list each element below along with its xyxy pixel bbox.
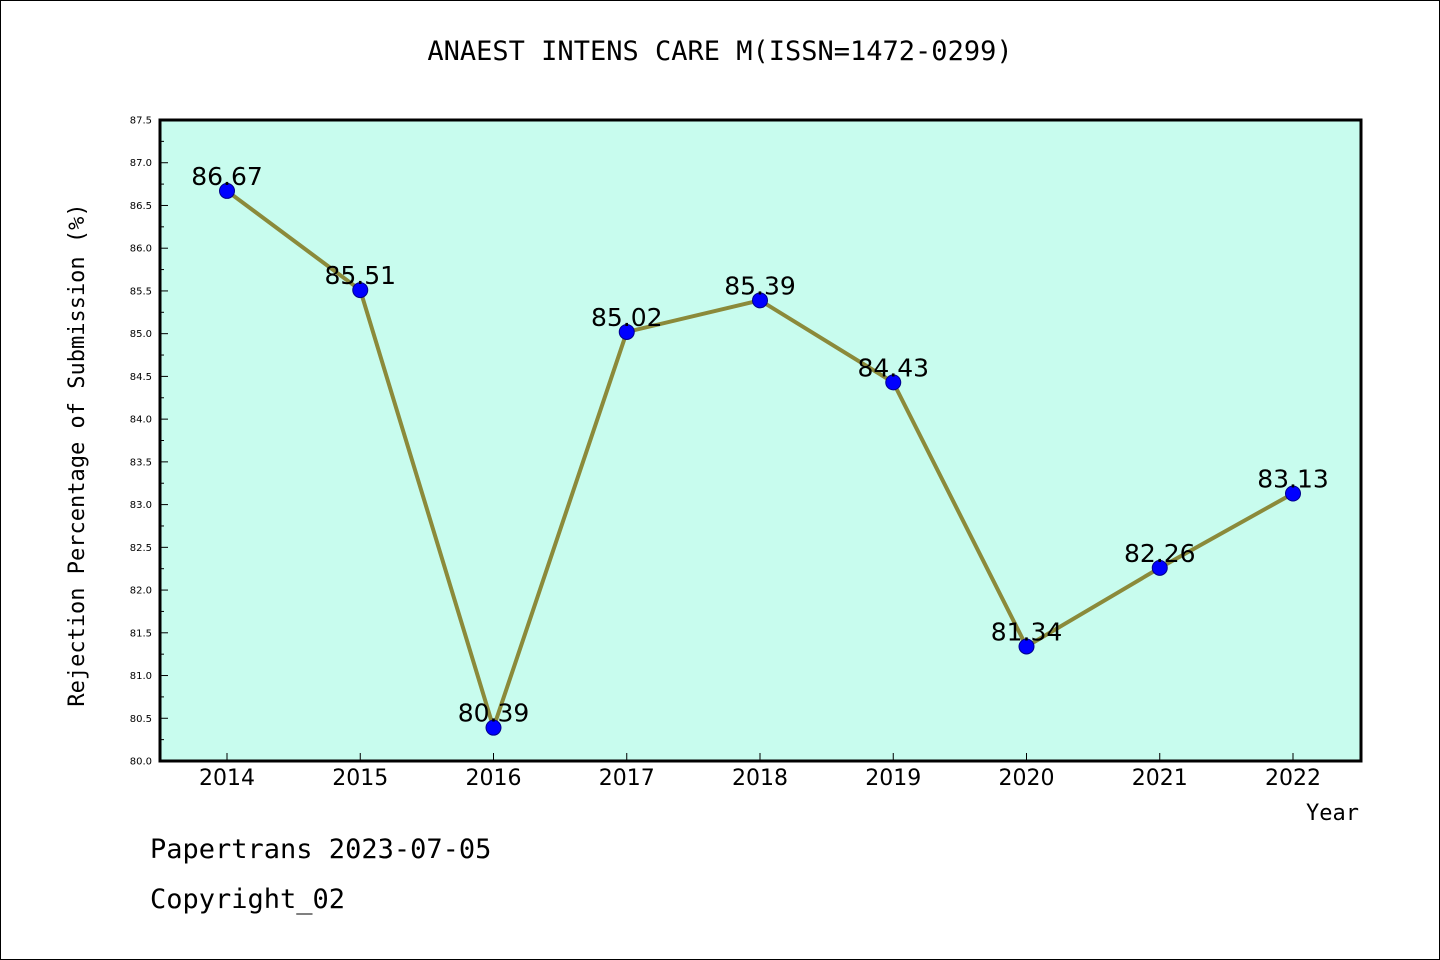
y-tick-label: 85.5	[130, 286, 152, 297]
y-tick-label: 84.5	[130, 372, 152, 383]
y-tick-label: 82.5	[130, 543, 152, 554]
chart-title: ANAEST INTENS CARE M(ISSN=1472-0299)	[427, 36, 1013, 67]
data-label: 82.26	[1124, 539, 1196, 568]
footer-date: Papertrans 2023-07-05	[150, 834, 492, 865]
data-point	[485, 719, 502, 736]
data-label: 85.39	[724, 271, 796, 300]
y-tick-label: 85.0	[130, 329, 152, 340]
data-point	[219, 182, 235, 199]
data-point	[1285, 485, 1301, 502]
y-tick-label: 83.5	[130, 457, 152, 468]
y-axis: 80.0 80.5 81.0 81.5 82.0 82.5 83.0 83.5 84.0 84.5…	[130, 116, 168, 768]
y-tick-label: 80.5	[130, 714, 152, 725]
x-tick-label: 2015	[332, 766, 388, 791]
x-tick-label: 2021	[1132, 766, 1188, 791]
data-point	[885, 374, 902, 391]
x-axis-title: Year	[1306, 801, 1359, 826]
data-label: 81.34	[991, 617, 1063, 646]
x-tick-label: 2014	[199, 766, 255, 791]
data-label: 86.67	[191, 162, 263, 191]
data-point	[1018, 638, 1035, 655]
plot-area	[158, 118, 1363, 763]
data-label: 85.02	[591, 303, 663, 332]
y-axis-title: Rejection Percentage of Submission (%)	[65, 203, 90, 706]
data-point	[352, 282, 369, 299]
data-point	[752, 292, 768, 309]
footer-copyright: Copyright_02	[150, 884, 346, 915]
y-tick-label: 86.0	[130, 244, 152, 255]
x-tick-label: 2022	[1265, 766, 1321, 791]
y-tick-label: 80.0	[130, 757, 152, 768]
series-layer: 86.67 85.51 80.39 85.02 85.39 84.43 81.34 82.26…	[191, 162, 1329, 736]
data-point	[1151, 559, 1168, 576]
y-tick-label: 87.5	[130, 116, 152, 127]
x-tick-label: 2016	[466, 766, 522, 791]
y-tick-label: 84.0	[130, 415, 152, 426]
data-label: 80.39	[458, 699, 530, 728]
y-tick-label: 83.0	[130, 500, 152, 511]
data-label: 83.13	[1257, 464, 1329, 493]
y-tick-label: 81.0	[130, 671, 152, 682]
data-label: 85.51	[324, 261, 396, 290]
data-label: 84.43	[857, 353, 929, 382]
data-point	[618, 323, 635, 340]
x-tick-label: 2020	[999, 766, 1055, 791]
x-tick-label: 2017	[599, 766, 655, 791]
x-axis: 2014 2015 2016 2017 2018 2019 2020 2021 2022	[199, 753, 1321, 791]
y-tick-label: 87.0	[130, 158, 152, 169]
x-tick-label: 2018	[732, 766, 788, 791]
x-tick-label: 2019	[865, 766, 921, 791]
y-tick-label: 86.5	[130, 201, 152, 212]
y-tick-label: 81.5	[130, 628, 152, 639]
y-tick-label: 82.0	[130, 586, 152, 597]
